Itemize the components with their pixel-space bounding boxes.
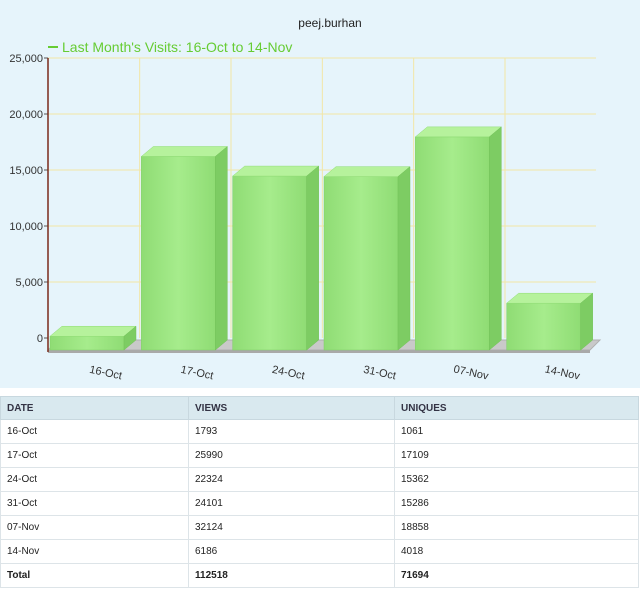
cell-views: 6186 — [188, 539, 395, 564]
table-header-row: DATE VIEWS UNIQUES — [0, 396, 639, 420]
chart-floor-edge — [48, 350, 590, 353]
column-header-date: DATE — [0, 396, 189, 420]
y-tick-label: 20,000 — [9, 109, 43, 121]
bar — [49, 335, 125, 351]
cell-uniques: 17109 — [394, 443, 639, 468]
table-row: 16-Oct 1793 1061 — [0, 419, 639, 444]
bar-side — [215, 145, 228, 351]
cell-date: 07-Nov — [0, 515, 189, 540]
bar — [506, 302, 581, 351]
bar-side — [489, 126, 502, 351]
visits-bar-chart: peej.burhan 0 5,000 10,000 15,000 20,000 25,00… — [9, 16, 602, 383]
cell-uniques: 18858 — [394, 515, 639, 540]
table-total-row: Total 112518 71694 — [0, 563, 639, 588]
cell-views: 32124 — [188, 515, 395, 540]
bar — [232, 175, 307, 351]
cell-views: 1793 — [188, 419, 395, 444]
x-tick-label: 17-Oct — [180, 364, 215, 383]
bar-top — [505, 292, 594, 304]
cell-date: 24-Oct — [0, 467, 189, 492]
x-tick-label: 07-Nov — [452, 364, 490, 383]
y-tick-label: 25,000 — [9, 53, 43, 65]
table-row: 14-Nov 6186 4018 — [0, 539, 639, 564]
column-header-uniques: UNIQUES — [394, 396, 639, 420]
table-row: 17-Oct 25990 17109 — [0, 443, 639, 468]
x-tick-label: 31-Oct — [362, 364, 397, 383]
cell-views: 25990 — [188, 443, 395, 468]
x-tick-label: 14-Nov — [544, 364, 582, 383]
bar-side — [580, 292, 593, 351]
cell-date: 17-Oct — [0, 443, 189, 468]
cell-uniques: 1061 — [394, 419, 639, 444]
cell-uniques: 4018 — [394, 539, 639, 564]
y-tick-label: 10,000 — [9, 221, 43, 233]
cell-uniques: 15286 — [394, 491, 639, 516]
cell-date: 31-Oct — [0, 491, 189, 516]
y-tick-label: 0 — [37, 333, 43, 345]
bar — [415, 136, 490, 351]
bar-side — [306, 165, 319, 351]
total-views: 112518 — [188, 563, 395, 588]
bar-top — [49, 325, 137, 337]
table-row: 24-Oct 22324 15362 — [0, 467, 639, 492]
cell-date: 14-Nov — [0, 539, 189, 564]
bar-side — [397, 166, 411, 351]
bar-top — [323, 166, 411, 177]
x-tick-label: 16-Oct — [88, 364, 123, 383]
cell-uniques: 15362 — [394, 467, 639, 492]
bar-top — [140, 146, 229, 157]
table-row: 07-Nov 32124 18858 — [0, 515, 639, 540]
cell-views: 22324 — [188, 467, 395, 492]
y-tick-label: 5,000 — [15, 277, 43, 289]
visits-table: DATE VIEWS UNIQUES 16-Oct 1793 1061 17-O… — [0, 396, 639, 588]
cell-date: 16-Oct — [0, 419, 189, 444]
chart-title: peej.burhan — [298, 16, 361, 30]
cell-views: 24101 — [188, 491, 395, 516]
bar-side — [123, 325, 137, 351]
bar-top — [414, 126, 503, 138]
total-uniques: 71694 — [394, 563, 639, 588]
table-row: 31-Oct 24101 15286 — [0, 491, 639, 516]
bar-top — [231, 165, 320, 177]
column-header-views: VIEWS — [188, 396, 395, 420]
bar — [323, 176, 399, 351]
total-label: Total — [0, 563, 189, 588]
bar — [141, 156, 216, 351]
legend-label: Last Month's Visits: 16-Oct to 14-Nov — [62, 39, 292, 55]
x-tick-label: 24-Oct — [271, 364, 306, 383]
chart-panel: peej.burhan 0 5,000 10,000 15,000 20,000 25,00… — [0, 0, 640, 388]
y-tick-label: 15,000 — [9, 165, 43, 177]
